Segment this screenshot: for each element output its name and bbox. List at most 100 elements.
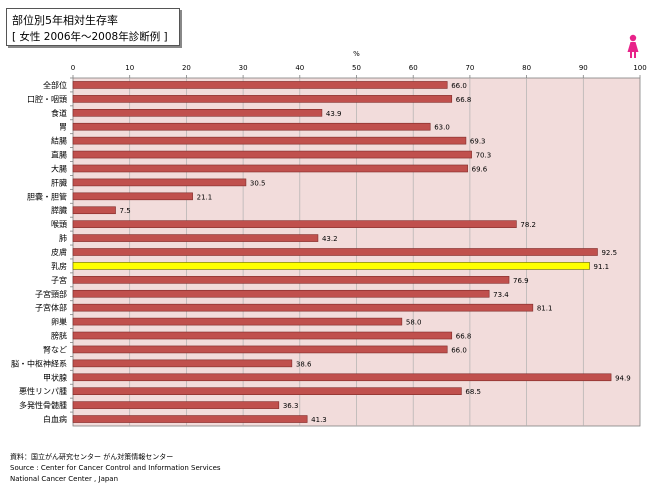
bar — [72, 95, 453, 103]
bar-chart: 0 10 20 30 40 50 60 70 80 90 100 全部位口腔・咽頭食道胃結腸直腸大腸… — [11, 34, 647, 427]
category-label: 口腔・咽頭 — [27, 94, 67, 104]
value-label: 66.8 — [456, 333, 472, 341]
category-label: 多発性骨髄腫 — [19, 400, 67, 410]
value-label: 66.0 — [451, 82, 467, 90]
bar — [72, 206, 116, 215]
value-label: 30.5 — [250, 179, 266, 187]
value-label: 94.9 — [615, 374, 631, 382]
category-label: 白血病 — [43, 414, 67, 424]
value-label: 69.3 — [470, 138, 486, 146]
x-tick-labels: 0 10 20 30 40 50 60 70 80 90 100 — [71, 64, 647, 72]
bar — [72, 387, 462, 396]
bar — [72, 303, 534, 312]
value-label: 73.4 — [493, 291, 509, 299]
value-label: 38.6 — [296, 360, 312, 368]
value-label: 70.3 — [476, 152, 492, 160]
bar — [72, 150, 472, 159]
value-label: 7.5 — [120, 207, 131, 215]
category-label: 食道 — [51, 108, 67, 118]
value-label: 36.3 — [283, 402, 299, 410]
bar — [72, 122, 431, 131]
value-label: 21.1 — [197, 193, 213, 201]
bar — [72, 234, 319, 242]
bar — [72, 317, 403, 326]
category-label: 大腸 — [51, 163, 67, 173]
source-line-2: Source : Center for Cancer Control and I… — [10, 464, 221, 472]
x-tick-label: 60 — [409, 64, 418, 72]
x-tick-label: 40 — [295, 64, 304, 72]
category-label: 卵巣 — [51, 317, 67, 327]
bar — [72, 248, 598, 256]
icon-leg — [630, 52, 632, 58]
bar — [72, 276, 510, 284]
icon-leg — [634, 52, 636, 58]
x-tick-label: 20 — [182, 64, 191, 72]
value-label: 63.0 — [434, 124, 450, 132]
value-label: 68.5 — [465, 388, 481, 396]
category-label: 皮膚 — [51, 247, 67, 257]
source-line-3: National Cancer Center , Japan — [10, 475, 119, 483]
x-tick-label: 30 — [239, 64, 248, 72]
value-label: 66.0 — [451, 346, 467, 354]
bar — [72, 192, 193, 201]
value-label: 69.6 — [472, 165, 488, 173]
category-label: 肺 — [59, 234, 67, 243]
x-tick-label: 80 — [522, 64, 531, 72]
category-label: 胆嚢・胆管 — [27, 191, 67, 201]
category-label: 腎など — [43, 345, 67, 354]
value-labels: 66.0 66.8 43.9 63.0 69.3 70.3 69.6 30.5 21.1 7.5 7… — [120, 82, 631, 424]
female-icon — [627, 34, 639, 58]
bar — [72, 109, 323, 117]
bar — [72, 220, 517, 228]
category-labels: 全部位口腔・咽頭食道胃結腸直腸大腸肝臓胆嚢・胆管膵臓喉頭肺皮膚乳房子宮子宮頸部子… — [11, 80, 67, 424]
bar — [72, 331, 453, 340]
category-label: 肝臓 — [51, 177, 67, 187]
category-label: 直腸 — [51, 150, 67, 160]
bar — [72, 289, 490, 298]
chart-title-box: 部位別5年相対生存率 [ 女性 2006年〜2008年診断例 ] — [6, 8, 180, 46]
x-axis-unit: % — [353, 50, 360, 58]
category-label: 膵臓 — [51, 205, 67, 215]
value-label: 81.1 — [537, 305, 553, 313]
bar — [72, 136, 467, 145]
bar — [72, 178, 247, 187]
bar — [72, 401, 280, 409]
category-label: 悪性リンパ腫 — [19, 386, 67, 396]
category-label: 乳房 — [51, 261, 67, 271]
bar — [72, 373, 612, 382]
x-tick-label: 50 — [352, 64, 361, 72]
x-tick-label: 70 — [465, 64, 474, 72]
category-label: 脳・中枢神経系 — [11, 358, 67, 368]
source-line-1: 資料：国立がん研究センター がん対策情報センター — [10, 453, 174, 461]
value-label: 66.8 — [456, 96, 472, 104]
x-tick-label: 10 — [125, 64, 134, 72]
bar — [72, 164, 468, 173]
value-label: 78.2 — [520, 221, 536, 229]
category-label: 膀胱 — [51, 331, 67, 341]
bar — [72, 345, 448, 354]
category-label: 全部位 — [43, 80, 67, 90]
value-label: 43.9 — [326, 110, 342, 118]
value-label: 43.2 — [322, 235, 338, 243]
x-tick-label: 0 — [71, 64, 75, 72]
bar — [72, 81, 448, 89]
chart-subtitle: [ 女性 2006年〜2008年診断例 ] — [12, 31, 168, 43]
bars — [72, 81, 612, 423]
category-label: 子宮 — [51, 275, 67, 285]
bar — [72, 415, 308, 423]
value-label: 76.9 — [513, 277, 529, 285]
category-label: 子宮頸部 — [35, 289, 67, 299]
category-label: 子宮体部 — [35, 303, 67, 313]
x-tick-label: 100 — [633, 64, 646, 72]
value-label: 92.5 — [601, 249, 617, 257]
chart-title: 部位別5年相対生存率 — [12, 14, 118, 27]
category-label: 胃 — [59, 123, 67, 132]
bar — [72, 262, 590, 270]
icon-head — [629, 34, 637, 42]
category-label: 喉頭 — [51, 219, 67, 229]
source-note: 資料：国立がん研究センター がん対策情報センター Source : Center… — [10, 452, 221, 485]
category-label: 結腸 — [51, 136, 67, 146]
x-tick-label: 90 — [579, 64, 588, 72]
icon-dress — [627, 42, 639, 52]
value-label: 91.1 — [594, 263, 610, 271]
